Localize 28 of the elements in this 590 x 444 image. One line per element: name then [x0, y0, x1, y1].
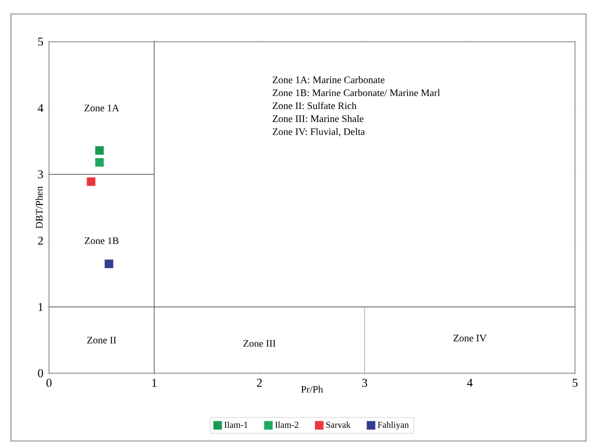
- annotation: Zone 1A: [84, 104, 120, 112]
- legend-label: Fahliyan: [378, 422, 409, 430]
- y-tick-label: 1: [38, 303, 43, 311]
- annotation: Zone 1A: Marine Carbonate: [272, 76, 384, 84]
- annotation: Zone IV: [454, 334, 486, 342]
- x-axis-title: Pr/Ph: [301, 386, 323, 393]
- x-tick-label: 5: [572, 378, 578, 387]
- y-axis-title: DBT/Phen: [36, 186, 43, 229]
- annotation: Zone II: Sulfate Rich: [272, 102, 356, 110]
- annotation: Zone II: [87, 336, 116, 344]
- legend-label: Sarvak: [326, 422, 351, 428]
- annotation: Zone III: [243, 340, 276, 347]
- y-tick-label: 2: [38, 236, 43, 245]
- x-tick-label: 4: [467, 378, 473, 387]
- legend-label: Ilam-1: [224, 422, 248, 428]
- annotation: Zone 1B: [84, 237, 118, 244]
- annotation: Zone 1B: Marine Carbonate/ Marine Marl: [272, 89, 440, 96]
- x-tick-label: 1: [152, 378, 156, 387]
- x-tick-label: 3: [362, 378, 368, 387]
- x-tick-label: 0: [46, 378, 52, 387]
- y-tick-label: 3: [38, 170, 44, 178]
- annotation: Zone III: Marine Shale: [272, 115, 364, 122]
- x-tick-label: 2: [256, 378, 262, 387]
- y-tick-label: 4: [38, 104, 44, 112]
- y-tick-label: 5: [38, 38, 44, 46]
- y-tick-label: 0: [38, 369, 44, 378]
- legend-label: Ilam-2: [275, 422, 298, 428]
- annotation: Zone IV: Fluvial, Delta: [272, 128, 365, 136]
